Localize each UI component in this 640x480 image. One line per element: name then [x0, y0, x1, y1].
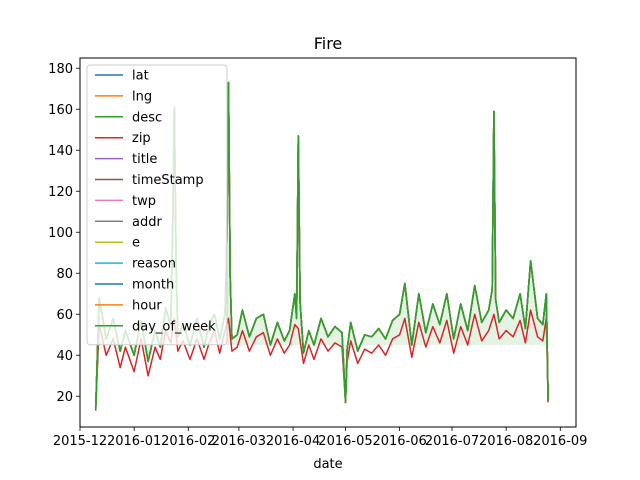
- x-tick-label: 2016-07: [425, 434, 479, 449]
- y-tick-label: 80: [56, 267, 73, 282]
- y-tick-label: 40: [56, 349, 73, 364]
- legend-label-reason: reason: [132, 257, 176, 272]
- legend-box: [86, 64, 228, 346]
- x-tick-label: 2016-01: [107, 434, 161, 449]
- legend-label-zip: zip: [132, 131, 151, 146]
- legend-label-hour: hour: [132, 298, 162, 313]
- legend-label-addr: addr: [132, 215, 162, 230]
- y-tick-label: 20: [56, 390, 73, 405]
- legend-label-desc: desc: [132, 110, 162, 125]
- x-tick-label: 2016-03: [212, 434, 266, 449]
- x-tick-label: 2016-08: [479, 434, 533, 449]
- legend-label-e: e: [132, 236, 140, 251]
- legend-label-twp: twp: [132, 194, 156, 209]
- y-tick-label: 60: [56, 308, 73, 323]
- y-tick-label: 100: [48, 226, 73, 241]
- y-tick-label: 140: [48, 144, 73, 159]
- y-tick-label: 120: [48, 185, 73, 200]
- legend-label-title: title: [132, 152, 157, 167]
- legend-label-lng: lng: [132, 89, 152, 104]
- x-tick-label: 2016-02: [161, 434, 215, 449]
- x-tick-label: 2016-04: [266, 434, 320, 449]
- x-tick-label: 2015-12: [53, 434, 107, 449]
- y-tick-label: 180: [48, 62, 73, 77]
- x-tick-label: 2016-06: [372, 434, 426, 449]
- legend-label-month: month: [132, 278, 174, 293]
- x-tick-label: 2016-05: [318, 434, 372, 449]
- legend-label-lat: lat: [132, 69, 149, 84]
- legend-label-timeStamp: timeStamp: [132, 173, 204, 188]
- y-axis: 20 40 60 80 100 120 140 160 180: [48, 62, 80, 405]
- legend-label-day-of-week: day_of_week: [132, 319, 216, 334]
- chart-title: Fire: [314, 34, 343, 53]
- y-tick-label: 160: [48, 103, 73, 118]
- axes-frame: [79, 57, 577, 428]
- x-tick-label: 2016-09: [533, 434, 587, 449]
- legend: lat lng desc zip title timeStamp twp addr e reaso…: [86, 64, 228, 346]
- x-axis-label: date: [313, 457, 342, 472]
